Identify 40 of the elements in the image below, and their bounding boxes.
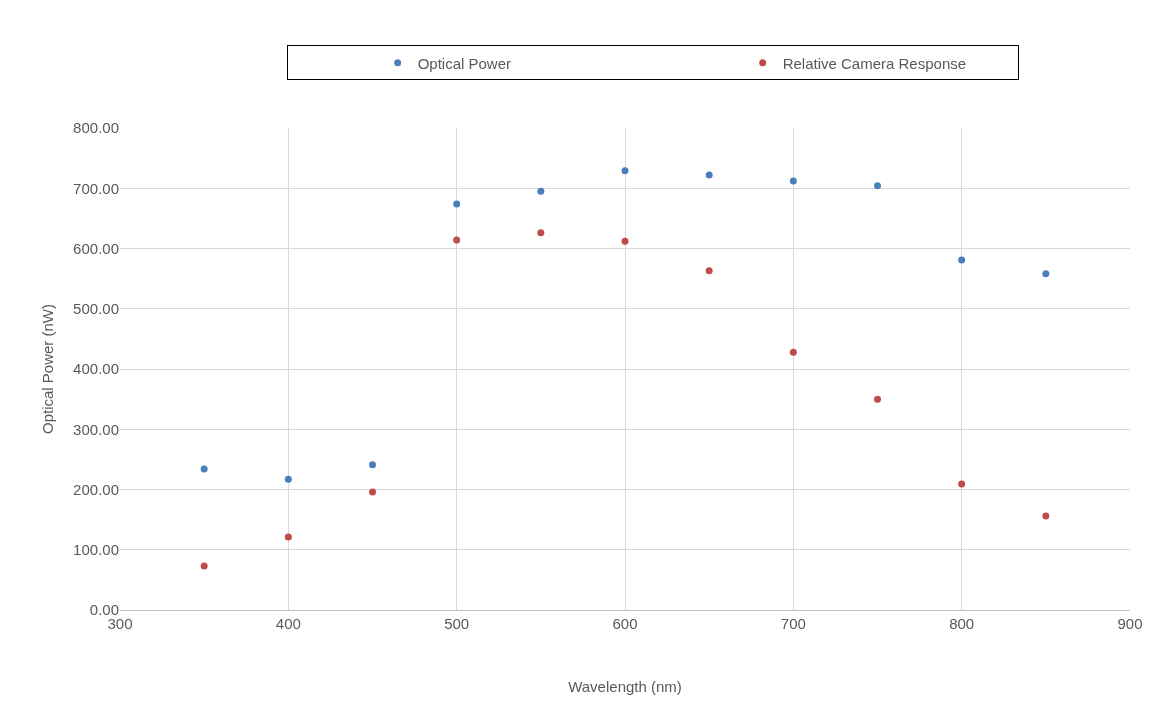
point <box>789 348 797 356</box>
point <box>453 236 461 244</box>
point <box>537 229 545 237</box>
x-tick-label: 600 <box>612 615 638 632</box>
point <box>200 465 208 473</box>
point <box>621 237 629 245</box>
y-tick-label: 200.00 <box>73 480 119 498</box>
point <box>705 267 713 275</box>
point <box>200 562 208 570</box>
y-tick-label: 100.00 <box>73 541 119 558</box>
y-axis-title: Optical Power (nW) <box>39 303 57 435</box>
point <box>621 167 629 175</box>
y-tick-label: 700.00 <box>73 179 119 197</box>
y-tick-label: 600.00 <box>73 239 119 257</box>
point <box>453 200 461 208</box>
point <box>537 187 545 195</box>
point <box>874 182 881 190</box>
point <box>705 171 713 179</box>
x-tick-label: 900 <box>1117 615 1143 632</box>
x-axis-title: Wavelength (nm) <box>568 678 682 695</box>
point <box>958 256 966 264</box>
point <box>1042 270 1050 278</box>
x-tick-label: 800 <box>949 615 975 632</box>
point <box>1042 512 1050 520</box>
legend-label: Optical Power <box>417 54 512 72</box>
y-tick-label: 500.00 <box>73 300 119 317</box>
point <box>369 488 376 496</box>
point <box>958 480 966 488</box>
point <box>874 395 881 403</box>
x-tick-label: 400 <box>275 615 301 632</box>
y-tick-label: 300.00 <box>73 420 119 438</box>
point <box>789 177 797 185</box>
y-tick-label: 800.00 <box>73 119 119 137</box>
y-tick-label: 400.00 <box>73 360 119 378</box>
x-tick-label: 700 <box>780 615 806 632</box>
point <box>369 461 376 469</box>
x-tick-label: 500 <box>444 615 470 632</box>
legend-label: Relative Camera Response <box>782 54 967 72</box>
point <box>284 475 292 483</box>
point <box>284 533 292 541</box>
